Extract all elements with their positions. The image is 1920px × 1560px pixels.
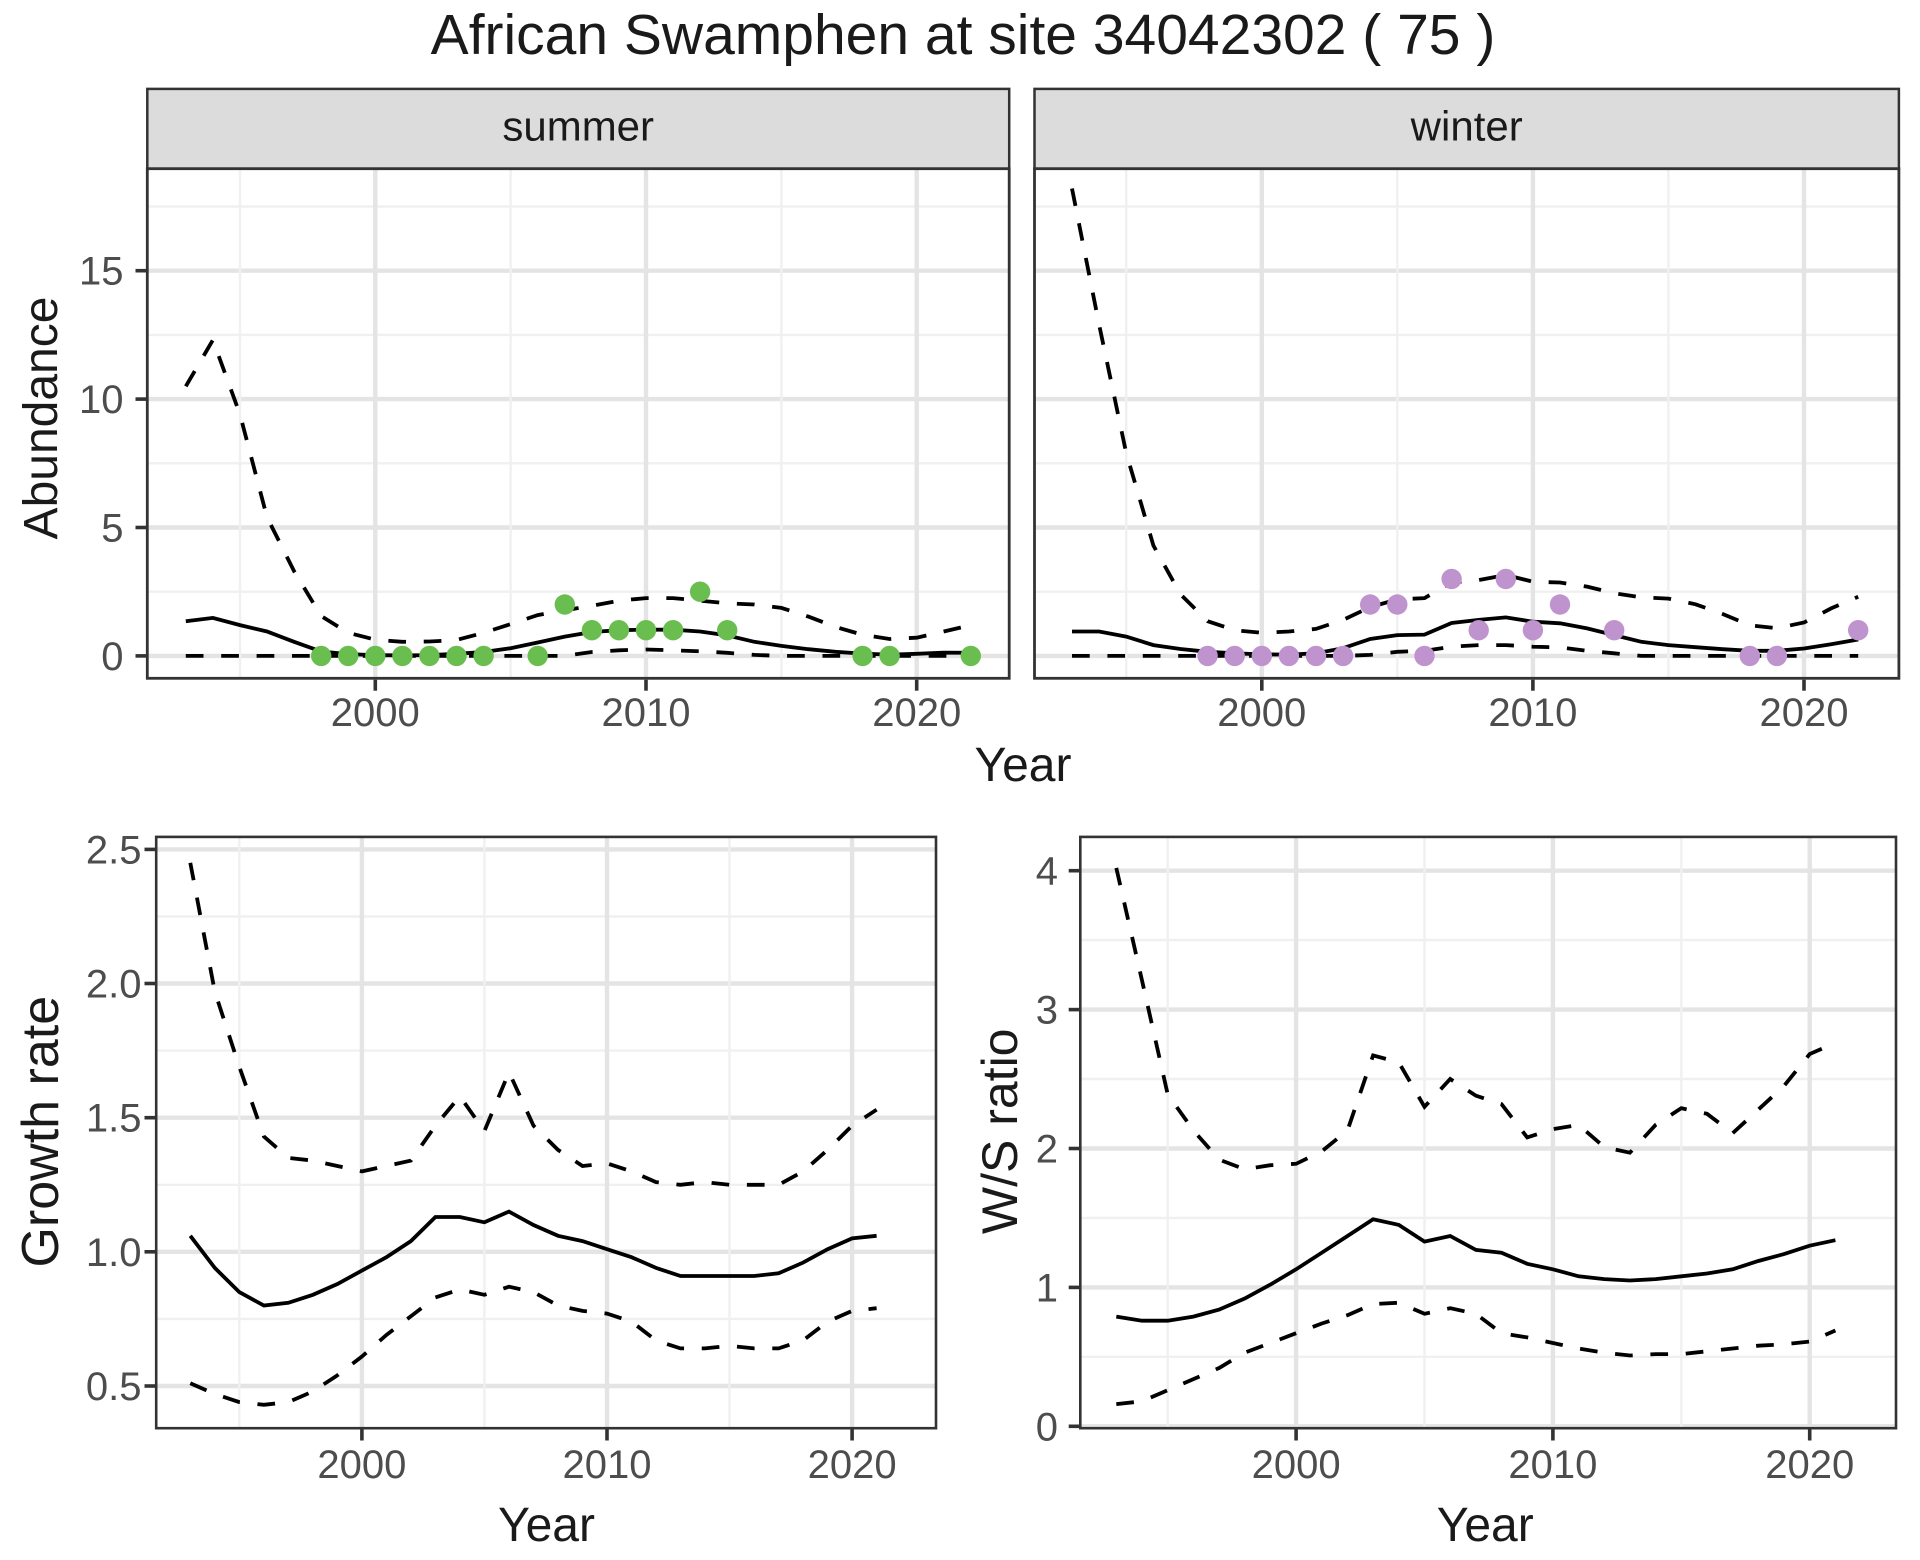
svg-text:4: 4 bbox=[1036, 850, 1058, 894]
svg-text:2020: 2020 bbox=[872, 691, 961, 735]
svg-text:2000: 2000 bbox=[331, 691, 420, 735]
svg-text:2010: 2010 bbox=[1488, 691, 1577, 735]
svg-text:2020: 2020 bbox=[808, 1443, 897, 1487]
svg-text:Year: Year bbox=[975, 739, 1072, 792]
svg-text:Year: Year bbox=[498, 1499, 595, 1552]
svg-text:2000: 2000 bbox=[1217, 691, 1306, 735]
svg-text:10: 10 bbox=[79, 378, 124, 422]
svg-text:1.0: 1.0 bbox=[86, 1231, 142, 1275]
svg-text:winter: winter bbox=[1410, 103, 1523, 150]
svg-text:2.0: 2.0 bbox=[86, 963, 142, 1007]
svg-text:summer: summer bbox=[502, 103, 654, 150]
svg-text:2000: 2000 bbox=[1252, 1443, 1341, 1487]
svg-text:W/S ratio: W/S ratio bbox=[972, 1029, 1028, 1235]
svg-text:0: 0 bbox=[101, 635, 123, 679]
svg-text:5: 5 bbox=[101, 507, 123, 551]
svg-text:0: 0 bbox=[1036, 1405, 1058, 1449]
svg-text:2020: 2020 bbox=[1760, 691, 1849, 735]
svg-text:3: 3 bbox=[1036, 989, 1058, 1033]
svg-text:Abundance: Abundance bbox=[15, 297, 68, 540]
svg-text:2: 2 bbox=[1036, 1128, 1058, 1172]
svg-text:1: 1 bbox=[1036, 1266, 1058, 1310]
svg-text:2.5: 2.5 bbox=[86, 828, 142, 872]
svg-text:2000: 2000 bbox=[317, 1443, 406, 1487]
svg-text:2010: 2010 bbox=[1508, 1443, 1597, 1487]
svg-text:2020: 2020 bbox=[1765, 1443, 1854, 1487]
svg-text:2010: 2010 bbox=[563, 1443, 652, 1487]
svg-text:African Swamphen at site 34042: African Swamphen at site 34042302 ( 75 ) bbox=[431, 3, 1496, 67]
svg-text:Year: Year bbox=[1437, 1499, 1534, 1552]
svg-text:15: 15 bbox=[79, 250, 124, 294]
svg-text:1.5: 1.5 bbox=[86, 1097, 142, 1141]
svg-text:0.5: 0.5 bbox=[86, 1365, 142, 1409]
svg-text:Growth rate: Growth rate bbox=[12, 996, 70, 1268]
svg-text:2010: 2010 bbox=[602, 691, 691, 735]
